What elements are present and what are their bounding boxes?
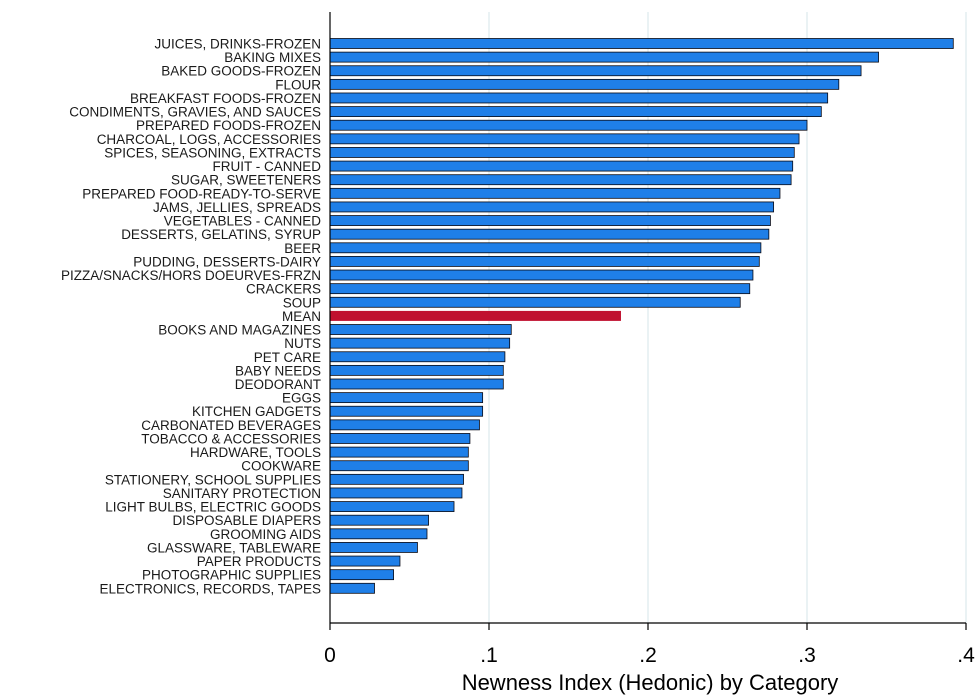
- bar: [329, 201, 775, 213]
- category-label: CRACKERS: [246, 282, 321, 297]
- bar: [329, 433, 471, 444]
- bar: [329, 133, 800, 145]
- category-label: BABY NEEDS: [235, 363, 321, 378]
- category-label: COOKWARE: [241, 459, 321, 474]
- bar: [329, 106, 822, 117]
- bar: [329, 296, 741, 308]
- category-label: BAKED GOODS-FROZEN: [161, 64, 321, 79]
- category-label: HARDWARE, TOOLS: [190, 445, 321, 460]
- category-label: MEAN: [282, 309, 321, 324]
- bar: [329, 378, 504, 390]
- category-label: SPICES, SEASONING, EXTRACTS: [104, 145, 321, 160]
- category-label: TOBACCO & ACCESSORIES: [141, 431, 321, 446]
- bar: [329, 514, 429, 526]
- bar: [329, 351, 506, 363]
- bar: [329, 392, 484, 404]
- category-label: KITCHEN GADGETS: [192, 404, 321, 419]
- category-label: JUICES, DRINKS-FROZEN: [154, 37, 321, 52]
- bar: [329, 555, 401, 567]
- bar: [329, 446, 469, 458]
- category-label: GROOMING AIDS: [210, 527, 321, 542]
- category-label: DISPOSABLE DIAPERS: [172, 513, 321, 528]
- bar: [329, 324, 512, 335]
- category-label: PREPARED FOOD-READY-TO-SERVE: [82, 186, 321, 201]
- x-tick-label: .1: [480, 644, 498, 667]
- category-label: NUTS: [284, 336, 321, 351]
- category-label: PAPER PRODUCTS: [197, 554, 321, 569]
- bar: [329, 215, 771, 226]
- bar: [329, 51, 879, 63]
- x-tick-label: .4: [957, 644, 975, 667]
- x-tick-label: .2: [639, 644, 657, 667]
- x-tick-label: 0: [324, 644, 336, 667]
- bars: [329, 38, 954, 594]
- bar: [329, 528, 428, 540]
- category-label: SOUP: [283, 295, 321, 310]
- category-label: BREAKFAST FOODS-FROZEN: [130, 91, 321, 106]
- category-label: BAKING MIXES: [224, 50, 321, 65]
- category-label: SUGAR, SWEETENERS: [171, 173, 321, 188]
- category-label: PHOTOGRAPHIC SUPPLIES: [142, 568, 321, 583]
- bar: [329, 228, 770, 240]
- category-label: PIZZA/SNACKS/HORS DOEURVES-FRZN: [61, 268, 321, 283]
- x-axis-title: Newness Index (Hedonic) by Category: [462, 670, 839, 695]
- category-label: EGGS: [282, 391, 321, 406]
- category-label: GLASSWARE, TABLEWARE: [147, 540, 321, 555]
- x-tick-label: .3: [798, 644, 816, 667]
- category-label: VEGETABLES - CANNED: [164, 214, 322, 229]
- bar: [329, 473, 464, 485]
- category-label: ELECTRONICS, RECORDS, TAPES: [99, 581, 321, 596]
- category-label: LIGHT BULBS, ELECTRIC GOODS: [105, 500, 321, 515]
- category-label: JAMS, JELLIES, SPREADS: [153, 200, 321, 215]
- x-axis-ticks: 0 .1 .2 .3 .4: [324, 623, 975, 667]
- bar: [329, 38, 954, 49]
- category-label: FRUIT - CANNED: [212, 159, 321, 174]
- bar: [329, 542, 418, 553]
- category-label: SANITARY PROTECTION: [163, 486, 321, 501]
- bar: [329, 419, 480, 431]
- bar: [329, 460, 469, 472]
- category-label: PET CARE: [254, 350, 321, 365]
- category-label: DEODORANT: [235, 377, 321, 392]
- category-label: CONDIMENTS, GRAVIES, AND SAUCES: [69, 105, 321, 120]
- category-label: BEER: [284, 241, 321, 256]
- bar: [329, 569, 394, 581]
- bar: [329, 582, 375, 594]
- bar: [329, 501, 455, 512]
- bar: [329, 256, 760, 267]
- category-label: CHARCOAL, LOGS, ACCESSORIES: [97, 132, 321, 147]
- bar: [329, 187, 781, 199]
- category-label: STATIONERY, SCHOOL SUPPLIES: [105, 472, 321, 487]
- category-label: DESSERTS, GELATINS, SYRUP: [121, 227, 321, 242]
- bar: [329, 147, 795, 158]
- bar: [329, 487, 463, 499]
- bar: [329, 283, 751, 295]
- bar: [329, 242, 762, 254]
- category-label: PREPARED FOODS-FROZEN: [136, 118, 321, 133]
- category-label: FLOUR: [275, 77, 321, 92]
- bar: [329, 174, 792, 186]
- bar: [329, 269, 754, 281]
- bar: [329, 92, 829, 104]
- bar: [329, 337, 511, 349]
- bar-mean: [330, 310, 621, 321]
- category-label: CARBONATED BEVERAGES: [141, 418, 321, 433]
- category-label: BOOKS AND MAGAZINES: [158, 323, 321, 338]
- category-label: PUDDING, DESSERTS-DAIRY: [133, 254, 321, 269]
- bar: [329, 119, 808, 131]
- bar: [329, 364, 504, 376]
- bar: [329, 78, 840, 90]
- bar: [329, 160, 794, 172]
- bar: [329, 405, 484, 417]
- bar: [329, 65, 862, 77]
